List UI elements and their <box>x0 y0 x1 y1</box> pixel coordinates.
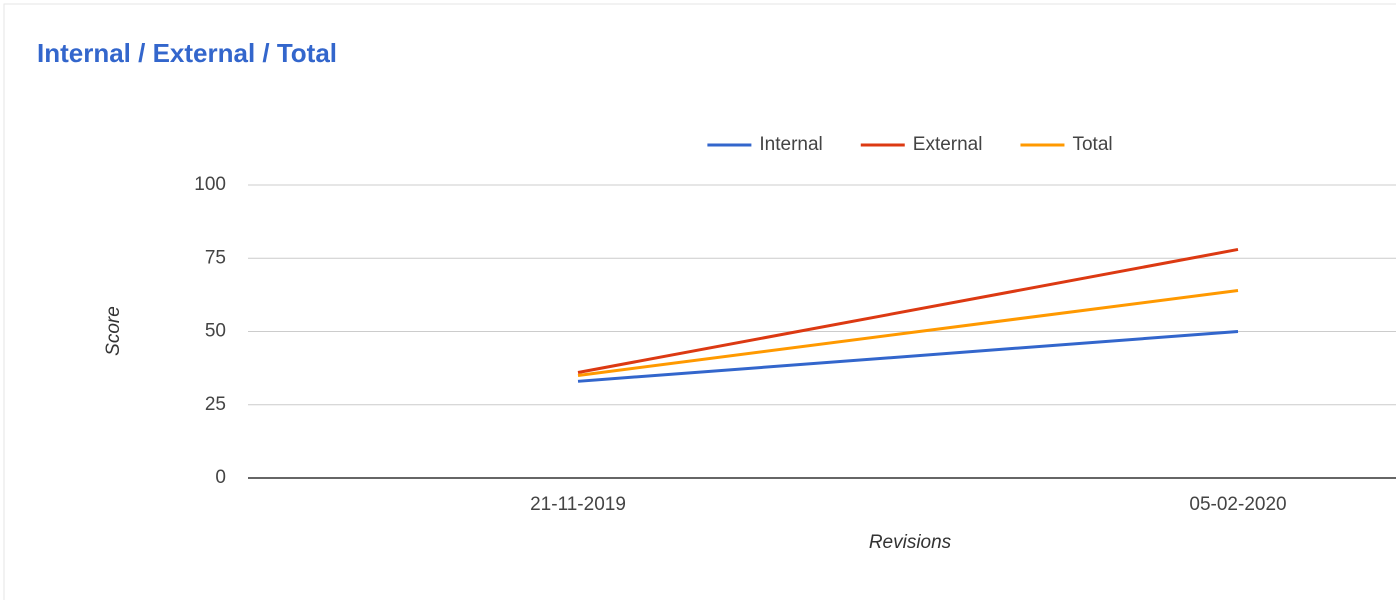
card <box>3 3 1396 600</box>
y-tick-label: 75 <box>205 247 226 268</box>
x-tick-label: 21-11-2019 <box>530 494 626 515</box>
series-line <box>577 330 1239 383</box>
y-tick-label: 50 <box>205 321 226 342</box>
x-axis-label: Revisions <box>869 532 952 553</box>
y-tick-label: 100 <box>194 174 226 195</box>
chart-title: Internal / External / Total <box>37 38 337 68</box>
y-axis-label: Score <box>103 306 124 356</box>
y-tick-label: 25 <box>205 394 226 415</box>
x-tick-label: 05-02-2020 <box>1189 494 1286 515</box>
series-line <box>577 247 1239 374</box>
legend-label: Internal <box>759 134 822 155</box>
legend-label: Total <box>1072 134 1112 155</box>
series-line <box>577 288 1239 377</box>
y-tick-label: 0 <box>215 467 226 488</box>
legend-label: External <box>913 134 983 155</box>
